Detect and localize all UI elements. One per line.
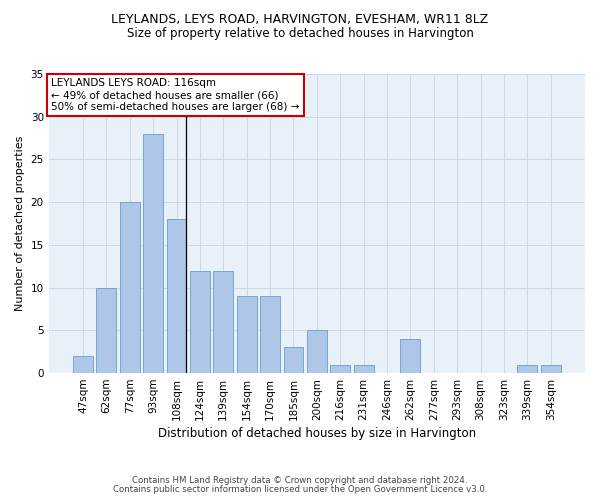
Bar [214, 270, 233, 373]
Text: Contains HM Land Registry data © Crown copyright and database right 2024.: Contains HM Land Registry data © Crown c… [132, 476, 468, 485]
Bar [97, 288, 116, 373]
Text: LEYLANDS, LEYS ROAD, HARVINGTON, EVESHAM, WR11 8LZ: LEYLANDS, LEYS ROAD, HARVINGTON, EVESHAM… [112, 12, 488, 26]
Bar [353, 364, 374, 373]
Y-axis label: Number of detached properties: Number of detached properties [15, 136, 25, 311]
Text: LEYLANDS LEYS ROAD: 116sqm
← 49% of detached houses are smaller (66)
50% of semi: LEYLANDS LEYS ROAD: 116sqm ← 49% of deta… [52, 78, 300, 112]
Bar [73, 356, 93, 373]
Bar [143, 134, 163, 373]
Bar [400, 339, 421, 373]
Bar [307, 330, 327, 373]
Bar [330, 364, 350, 373]
Bar [190, 270, 210, 373]
Bar [237, 296, 257, 373]
Bar [284, 348, 304, 373]
Bar [541, 364, 560, 373]
Text: Size of property relative to detached houses in Harvington: Size of property relative to detached ho… [127, 28, 473, 40]
Bar [167, 220, 187, 373]
Bar [120, 202, 140, 373]
Text: Contains public sector information licensed under the Open Government Licence v3: Contains public sector information licen… [113, 485, 487, 494]
Bar [260, 296, 280, 373]
X-axis label: Distribution of detached houses by size in Harvington: Distribution of detached houses by size … [158, 427, 476, 440]
Bar [517, 364, 537, 373]
